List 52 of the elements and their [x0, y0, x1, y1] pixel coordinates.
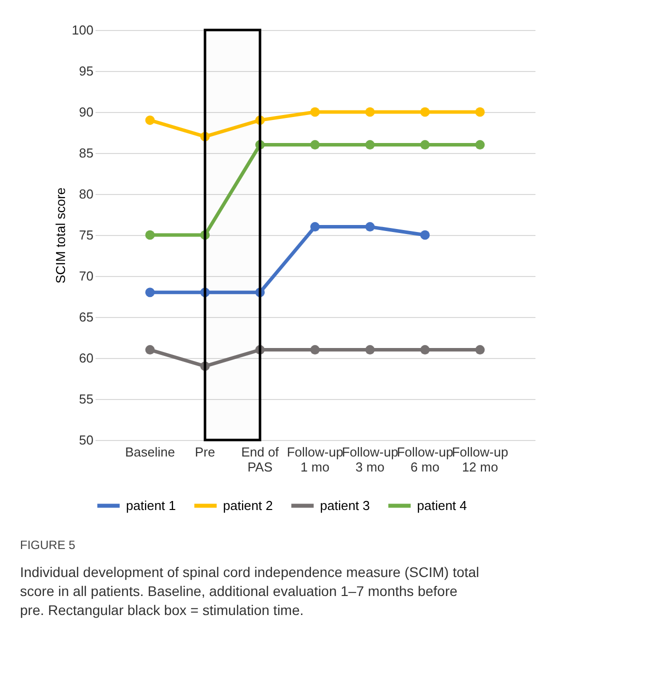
point	[255, 288, 265, 298]
point	[200, 132, 210, 142]
point	[420, 230, 430, 240]
y-tick-label: 80	[79, 186, 94, 202]
point	[365, 140, 375, 150]
y-tick-label: 60	[79, 350, 94, 366]
caption: FIGURE 5	[20, 538, 76, 552]
point	[255, 345, 265, 355]
x-tick-label: Follow-up 1 mo	[286, 444, 344, 474]
point	[145, 345, 155, 355]
point	[475, 107, 485, 117]
point	[310, 345, 320, 355]
y-tick-label: 70	[79, 268, 94, 284]
point	[200, 361, 210, 371]
point	[310, 222, 320, 232]
x-tick-label: Follow-up 12 mo	[452, 444, 508, 474]
x-tick-label: Baseline	[125, 444, 175, 460]
point	[255, 115, 265, 125]
point	[145, 115, 155, 125]
point	[145, 230, 155, 240]
point	[145, 288, 155, 298]
point	[365, 107, 375, 117]
y-tick-label: 75	[79, 228, 94, 242]
text: Individual development of spinal cord independence measure (SCIM) total score in all patients. Baseline, additional evaluation 1–7 months before pre. Rectangular black box = stimulation time.	[20, 564, 480, 618]
point	[310, 140, 320, 150]
y-tick-label: 90	[79, 104, 94, 120]
point	[475, 140, 485, 150]
point	[365, 345, 375, 355]
x-tick-label: Pre	[194, 444, 216, 460]
point	[255, 140, 265, 150]
legend-label: patient 2	[223, 498, 273, 513]
point	[310, 107, 320, 117]
y-tick-label: 50	[79, 432, 94, 448]
y-tick-label: 95	[79, 64, 94, 78]
point	[475, 345, 485, 355]
point	[420, 140, 430, 150]
legend-label: patient 3	[320, 498, 370, 513]
x-tick-label: Follow-up 6 mo	[396, 444, 454, 474]
point	[200, 288, 210, 298]
x-tick-label: End of PAS	[241, 444, 280, 474]
y-tick-label: 85	[79, 146, 94, 160]
y-axis-title: SCIM total score	[52, 187, 68, 284]
y-tick-label: 65	[79, 310, 94, 324]
point	[200, 230, 210, 240]
legend-label: patient 1	[126, 498, 176, 513]
x-tick-label: Follow-up 3 mo	[342, 444, 398, 474]
point	[420, 345, 430, 355]
point	[420, 107, 430, 117]
legend-label: patient 4	[417, 498, 467, 513]
point	[365, 222, 375, 232]
y-tick-label: 55	[79, 392, 94, 406]
y-tick-label: 100	[72, 22, 94, 38]
